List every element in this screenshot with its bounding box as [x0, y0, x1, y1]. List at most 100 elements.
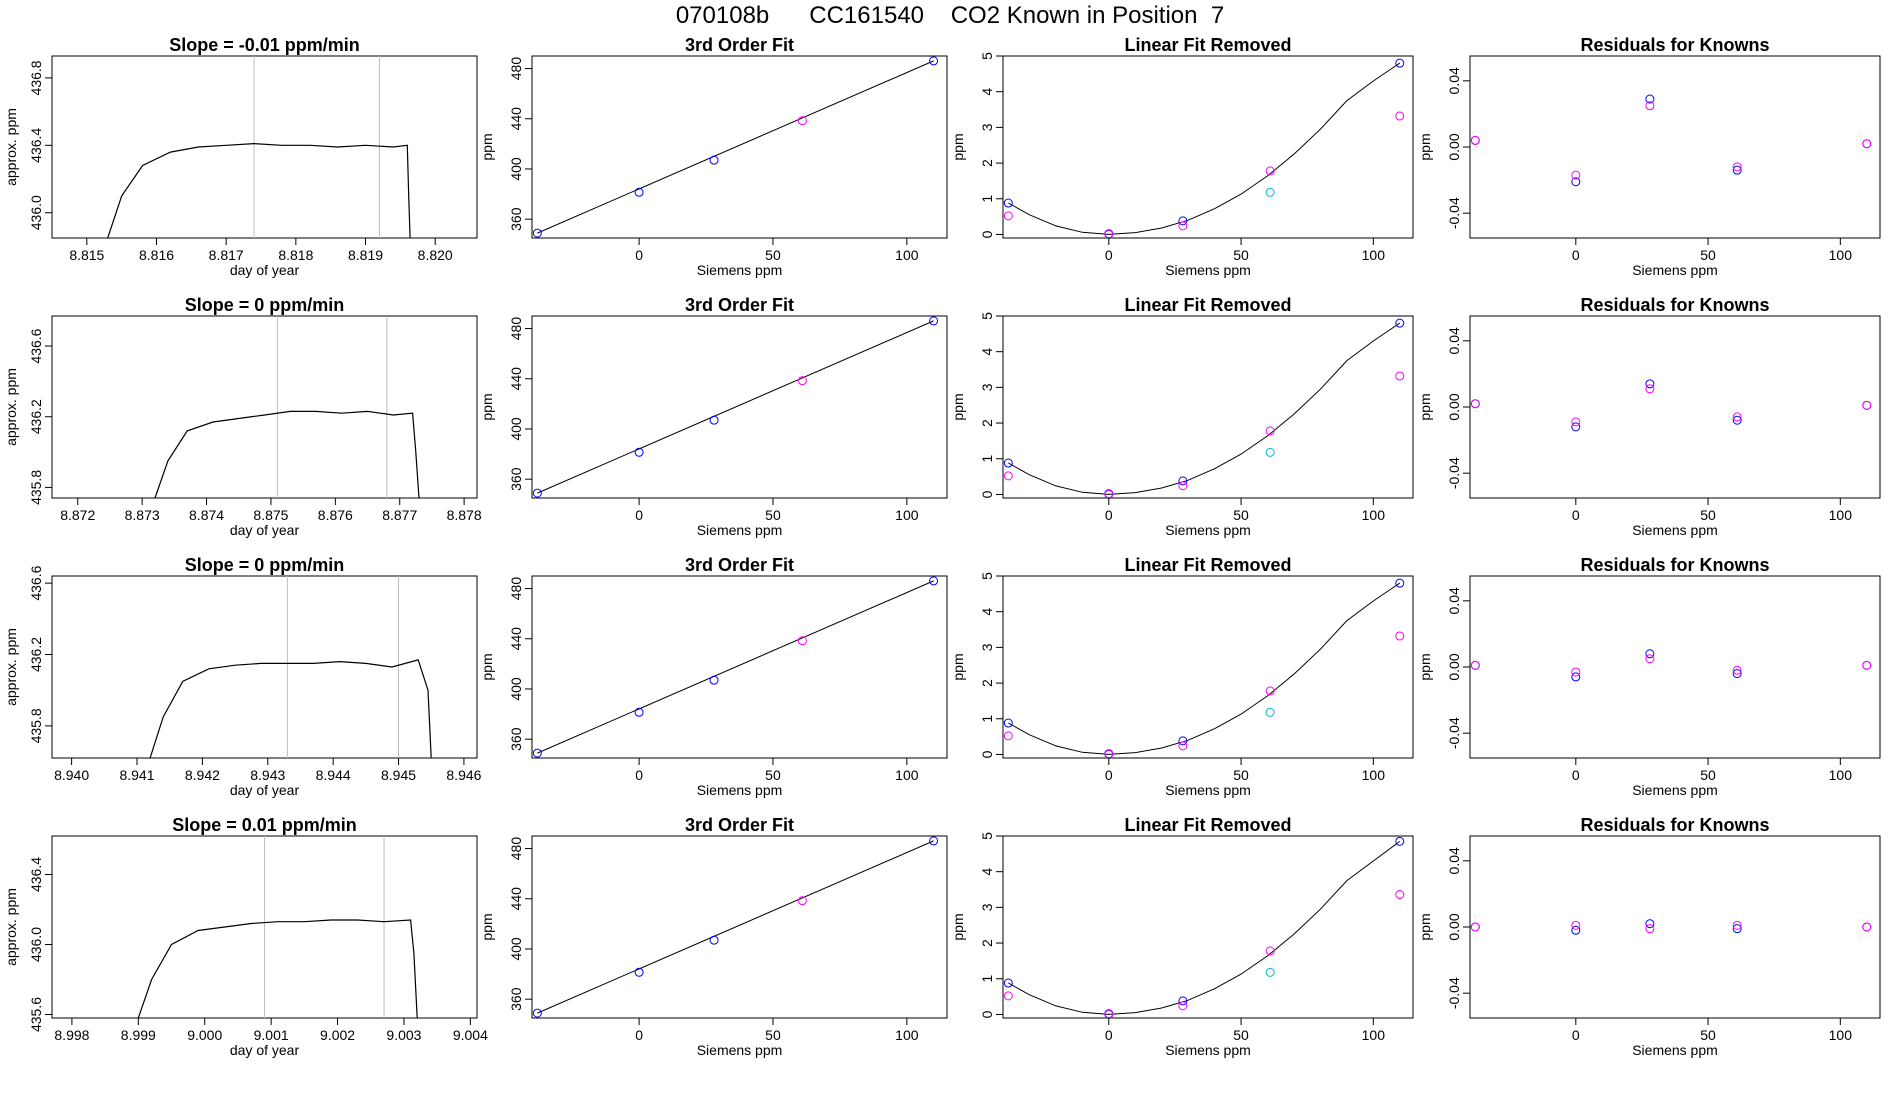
data-point — [1571, 177, 1581, 187]
data-point — [1003, 718, 1013, 728]
x-axis-label: Siemens ppm — [1165, 522, 1251, 538]
x-tick-label: 0 — [635, 247, 643, 263]
data-point — [1003, 211, 1013, 221]
data-point — [1571, 667, 1581, 677]
data-point — [1178, 1001, 1188, 1011]
y-tick-label: 435.6 — [28, 997, 44, 1032]
panel-title: Slope = 0 ppm/min — [185, 295, 345, 315]
y-axis-label: ppm — [479, 393, 495, 420]
data-point — [1265, 707, 1275, 717]
x-tick-label: 8.820 — [418, 247, 453, 263]
data-point — [1571, 422, 1581, 432]
y-tick-label: 360 — [508, 467, 524, 491]
plot-frame — [1469, 835, 1881, 1019]
x-axis-label: day of year — [230, 522, 300, 538]
x-tick-label: 8.872 — [60, 507, 95, 523]
y-axis-label: ppm — [479, 653, 495, 680]
y-tick-label: 435.8 — [28, 708, 44, 743]
plot-frame — [51, 55, 478, 239]
y-tick-label: 4 — [979, 868, 995, 876]
x-tick-label: 50 — [1700, 507, 1716, 523]
y-axis-label: ppm — [950, 653, 966, 680]
x-tick-label: 100 — [895, 507, 919, 523]
y-tick-label: 480 — [508, 837, 524, 861]
x-tick-label: 0 — [1105, 247, 1113, 263]
data-point — [1645, 919, 1655, 929]
x-tick-label: 8.873 — [125, 507, 160, 523]
x-tick-label: 8.942 — [185, 767, 220, 783]
fit-curve — [1008, 322, 1401, 495]
x-tick-label: 50 — [1700, 1027, 1716, 1043]
x-tick-label: 8.815 — [69, 247, 104, 263]
y-tick-label: 4 — [979, 88, 995, 96]
data-point — [1178, 736, 1188, 746]
data-point — [1104, 1009, 1114, 1018]
y-tick-label: 400 — [508, 937, 524, 961]
y-tick-label: 0 — [979, 490, 995, 498]
data-point — [1003, 458, 1013, 468]
panel-1-3: Slope = 0 ppm/min 8.940 8.941 8.942 8.943 8.9… — [3, 555, 482, 798]
data-point — [1645, 384, 1655, 394]
figure-title: 070108b CC161540 CO2 Known in Position 7 — [675, 2, 1225, 29]
y-tick-label: 0 — [979, 750, 995, 758]
x-tick-label: 50 — [1700, 767, 1716, 783]
y-tick-label: 436.2 — [28, 399, 44, 434]
panel-1-4: Slope = 0.01 ppm/min 8.998 8.999 9.000 9.001… — [3, 815, 488, 1058]
x-tick-label: 8.819 — [348, 247, 383, 263]
y-tick-label: -0.04 — [1446, 717, 1462, 749]
x-axis-label: day of year — [230, 1042, 300, 1058]
y-tick-label: 5 — [979, 52, 995, 60]
panel-title: Residuals for Knowns — [1580, 295, 1769, 315]
data-point — [929, 316, 939, 326]
x-tick-label: 8.818 — [278, 247, 313, 263]
y-tick-label: 440 — [508, 107, 524, 131]
y-axis-label: ppm — [1417, 913, 1433, 940]
plot-area — [1003, 836, 1405, 1018]
data-point — [797, 636, 807, 646]
y-tick-label: 0.04 — [1446, 587, 1462, 614]
plot-area — [1470, 94, 1872, 187]
x-tick-label: 50 — [1233, 1027, 1249, 1043]
data-point — [709, 155, 719, 165]
y-tick-label: 3 — [979, 903, 995, 911]
x-tick-label: 50 — [1233, 507, 1249, 523]
y-tick-label: 2 — [979, 679, 995, 687]
fit-line — [537, 60, 934, 234]
data-point — [797, 376, 807, 386]
x-tick-label: 9.002 — [320, 1027, 355, 1043]
fit-curve — [1008, 840, 1401, 1015]
data-point — [1265, 166, 1275, 176]
data-point — [1571, 920, 1581, 930]
x-tick-label: 100 — [1362, 507, 1386, 523]
x-tick-label: 8.943 — [250, 767, 285, 783]
data-point — [532, 1008, 542, 1018]
data-point — [1645, 649, 1655, 659]
x-tick-label: 8.876 — [318, 507, 353, 523]
y-tick-label: 400 — [508, 157, 524, 181]
plot-area — [137, 836, 418, 1018]
y-tick-label: 360 — [508, 207, 524, 231]
x-tick-label: 50 — [1233, 767, 1249, 783]
data-point — [1732, 665, 1742, 675]
x-tick-label: 0 — [1105, 507, 1113, 523]
x-tick-label: 9.000 — [187, 1027, 222, 1043]
data-point — [1645, 101, 1655, 111]
data-point — [1571, 925, 1581, 935]
panel-title: Linear Fit Removed — [1124, 295, 1291, 315]
trace-line — [149, 659, 432, 758]
panel-title: 3rd Order Fit — [685, 35, 794, 55]
y-tick-label: 360 — [508, 727, 524, 751]
data-point — [1470, 135, 1480, 145]
x-axis-label: Siemens ppm — [697, 782, 783, 798]
x-tick-label: 8.874 — [189, 507, 224, 523]
data-point — [1265, 967, 1275, 977]
data-point — [1395, 111, 1405, 121]
data-point — [532, 228, 542, 238]
data-point — [1732, 165, 1742, 175]
data-point — [1395, 836, 1405, 846]
plot-frame — [1469, 575, 1881, 759]
y-tick-label: 5 — [979, 312, 995, 320]
y-tick-label: 435.8 — [28, 470, 44, 505]
fit-line — [537, 320, 934, 494]
y-tick-label: 3 — [979, 643, 995, 651]
